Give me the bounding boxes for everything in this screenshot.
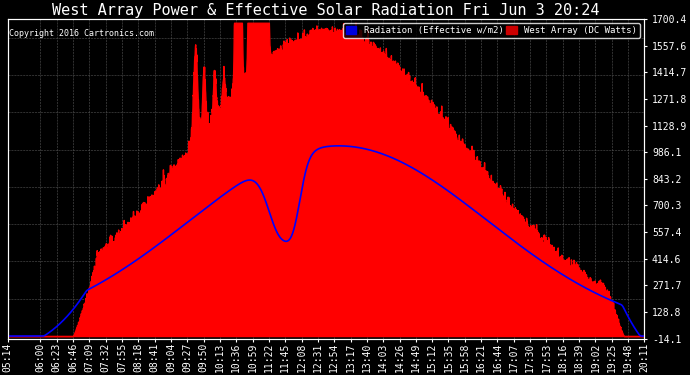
Title: West Array Power & Effective Solar Radiation Fri Jun 3 20:24: West Array Power & Effective Solar Radia… xyxy=(52,3,600,18)
Text: Copyright 2016 Cartronics.com: Copyright 2016 Cartronics.com xyxy=(9,28,154,38)
Legend: Radiation (Effective w/m2), West Array (DC Watts): Radiation (Effective w/m2), West Array (… xyxy=(343,24,640,38)
